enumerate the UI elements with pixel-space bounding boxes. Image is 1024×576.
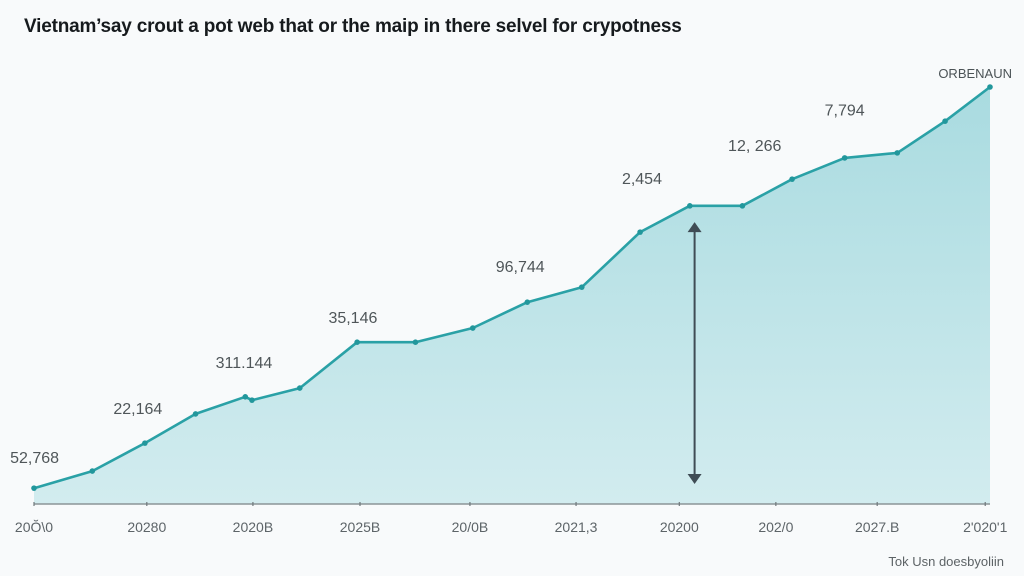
x-tick-label: 20Ŏ\0	[15, 519, 53, 535]
x-tick-label: 2025B	[340, 519, 380, 535]
data-label: 96,744	[496, 259, 545, 276]
data-point	[789, 176, 795, 182]
data-point	[687, 203, 693, 209]
data-point	[894, 150, 901, 156]
x-tick-label: 202/0	[758, 519, 793, 535]
chart-title: Vietnam’say crout a pot web that or the …	[24, 16, 682, 37]
data-point	[249, 397, 255, 403]
x-tick-label: 20280	[127, 519, 166, 535]
data-point	[470, 325, 476, 331]
arrow-head-down-icon	[687, 473, 702, 484]
data-point	[142, 440, 148, 446]
x-tick-label: 2021,3	[555, 519, 598, 535]
data-point	[89, 468, 96, 474]
data-point	[524, 299, 531, 305]
data-point	[942, 118, 948, 124]
data-point	[578, 284, 585, 290]
data-point	[841, 155, 848, 161]
data-point	[412, 339, 419, 346]
data-point	[987, 84, 993, 90]
data-label: 22,164	[113, 401, 162, 418]
annotation-arrow	[687, 222, 702, 484]
data-label: 35,146	[328, 310, 377, 327]
x-tick-label: 20200	[660, 519, 699, 535]
data-label: 2,454	[622, 171, 662, 188]
area-fill	[34, 87, 990, 504]
data-point	[637, 229, 643, 235]
data-point	[31, 485, 37, 491]
x-tick-label: 2027.B	[855, 519, 899, 535]
x-tick-label: 2'020'1	[963, 519, 1007, 535]
data-label: 12, 266	[728, 138, 781, 155]
data-label: 52,768	[10, 450, 59, 467]
data-label: 311.144	[216, 355, 273, 372]
data-point	[242, 394, 249, 400]
arrow-head-up-icon	[687, 222, 702, 233]
data-point	[739, 203, 746, 209]
footer-note: Tok Usn doesbyoliin	[888, 554, 1004, 569]
series-line	[33, 85, 991, 490]
data-point	[192, 411, 199, 417]
data-point	[354, 339, 360, 346]
data-label: 7,794	[825, 102, 865, 119]
x-tick-label: 2020B	[233, 519, 273, 535]
data-point	[296, 385, 303, 391]
series-label: ORBENAUN	[938, 66, 1012, 81]
x-tick-label: 20/0B	[452, 519, 489, 535]
